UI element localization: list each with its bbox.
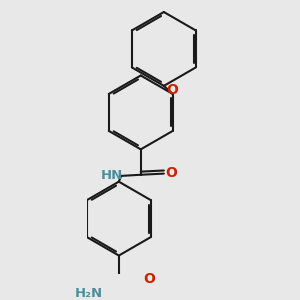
Text: HN: HN <box>101 169 123 182</box>
Text: O: O <box>165 166 177 180</box>
Text: H₂N: H₂N <box>75 287 103 300</box>
Text: O: O <box>166 83 178 97</box>
Text: O: O <box>143 272 155 286</box>
